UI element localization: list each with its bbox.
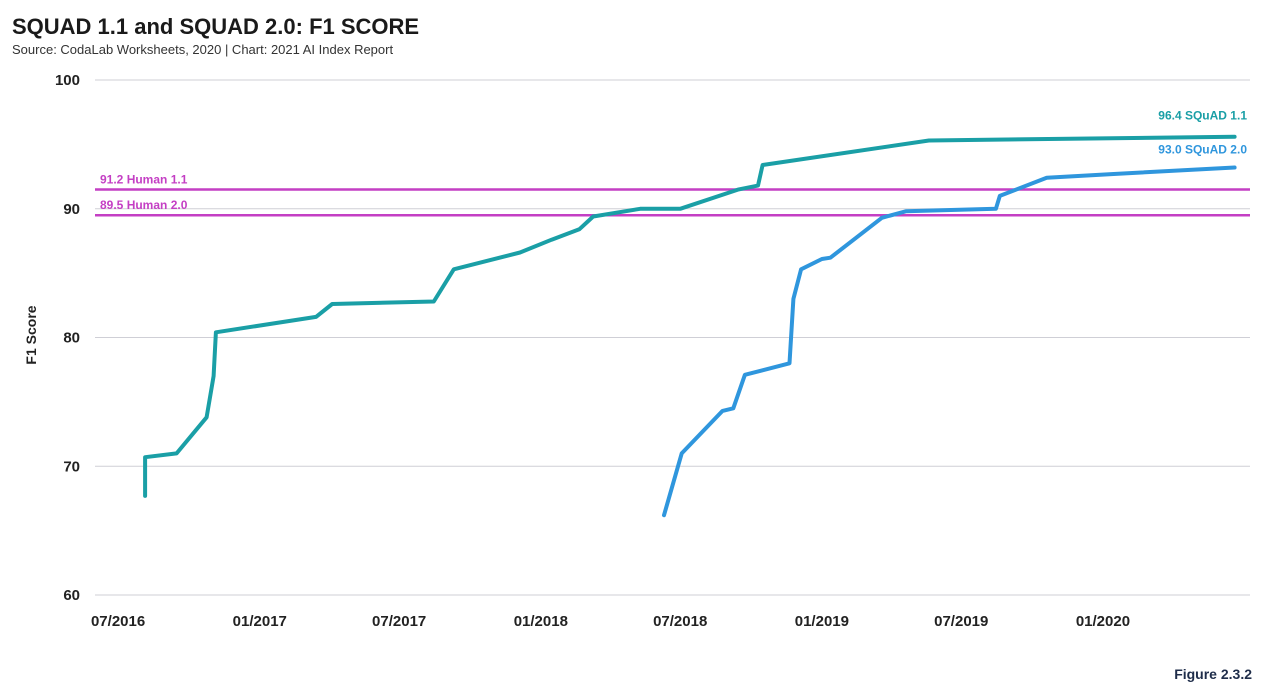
series-annotations: 96.4 SQuAD 1.1 93.0 SQuAD 2.0 [1158,109,1247,157]
series-line [662,165,1237,518]
y-tick-label: 80 [63,330,80,347]
chart-title: SQUAD 1.1 and SQUAD 2.0: F1 SCORE [12,14,420,39]
x-tick-label: 01/2017 [233,613,287,630]
figure-number: Figure 2.3.2 [1174,666,1252,682]
grid-lines [95,79,1250,596]
series-end-label: 93.0 SQuAD 2.0 [1158,143,1247,157]
y-tick-label: 100 [55,72,80,89]
y-tick-label: 90 [63,201,80,218]
y-tick-label: 60 [63,587,80,604]
y-axis-label: F1 Score [23,305,39,364]
x-tick-label: 01/2018 [514,613,568,630]
human-baseline-label: 89.5 Human 2.0 [100,198,188,212]
chart-source: Source: CodaLab Worksheets, 2020 | Chart… [12,42,394,57]
x-tick-label: 07/2016 [91,613,145,630]
y-tick-label: 70 [63,458,80,475]
x-axis-ticks: 07/2016 01/2017 07/2017 01/2018 07/2018 01/20… [91,613,1130,630]
x-tick-label: 07/2018 [653,613,707,630]
x-tick-label: 07/2019 [934,613,988,630]
x-tick-label: 01/2020 [1076,613,1130,630]
series-line [143,134,1237,498]
human-baseline-label: 91.2 Human 1.1 [100,172,188,186]
x-tick-label: 07/2017 [372,613,426,630]
series-end-label: 96.4 SQuAD 1.1 [1158,109,1247,123]
x-tick-label: 01/2019 [795,613,849,630]
human-baselines: 91.2 Human 1.1 89.5 Human 2.0 [95,172,1250,217]
y-axis-ticks: 60 70 80 90 100 [55,72,80,604]
series-lines [143,134,1237,518]
